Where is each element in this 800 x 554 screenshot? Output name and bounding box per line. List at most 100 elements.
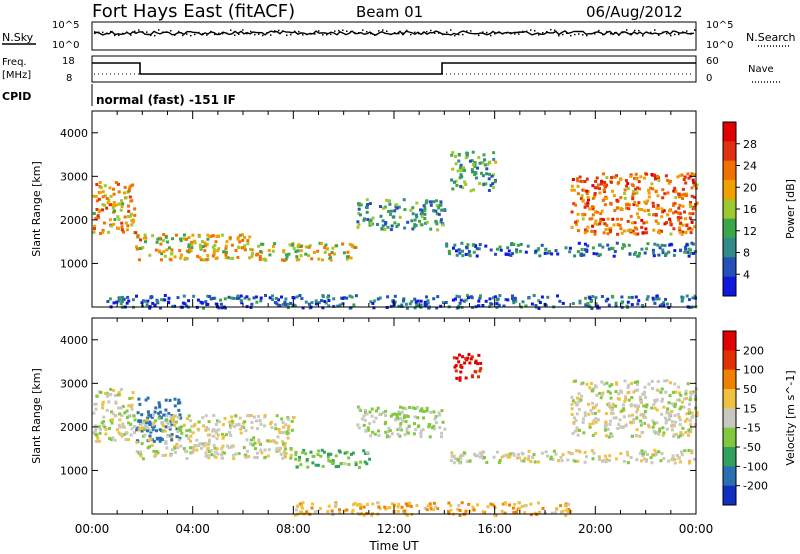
freq-unit: [MHz]: [2, 70, 31, 81]
colorbar-segment: [723, 160, 736, 181]
x-tick-label: 08:00: [276, 522, 311, 536]
colorbar-segment: [723, 466, 736, 487]
y-tick-label: 2000: [60, 421, 88, 434]
y-tick-label: 4000: [60, 334, 88, 347]
y-tick-label: 3000: [60, 377, 88, 390]
colorbar-segment: [723, 427, 736, 448]
colorbar-segment: [723, 276, 736, 297]
colorbar-tick-label: 50: [743, 383, 757, 396]
power-panel-frame: [91, 110, 697, 308]
freq-trace: [92, 62, 696, 75]
noise-tick-left-top: 10^5: [52, 20, 79, 31]
x-tick-label: 16:00: [477, 522, 512, 536]
nave-tick-top: 60: [706, 56, 719, 67]
x-tick-label: 04:00: [175, 522, 210, 536]
noise-tick-left-bottom: 10^0: [52, 40, 79, 51]
colorbar-tick-label: 8: [743, 247, 750, 260]
colorbar-segment: [723, 369, 736, 390]
power-echo-region: [106, 293, 698, 310]
y-tick-label: 3000: [60, 170, 88, 183]
velocity-echo-region: [92, 387, 137, 443]
y-tick-label: 4000: [60, 127, 88, 140]
colorbar-tick-label: 200: [743, 344, 764, 357]
power-data-cells: [92, 150, 699, 310]
noise-trace: [93, 29, 696, 37]
noise-tick-right-bottom: 10^0: [706, 40, 733, 51]
power-colorbar: 28 24 20 16 12 8 4 Power [dB]: [722, 121, 797, 297]
power-echo-region: [92, 181, 138, 235]
colorbar-segment: [723, 141, 736, 162]
colorbar-segment: [723, 485, 736, 506]
colorbar-tick-label: 4: [743, 268, 750, 281]
nsky-label: N.Sky: [2, 31, 34, 44]
beam-label: Beam 01: [356, 3, 423, 21]
power-echo-region: [570, 172, 699, 236]
colorbar-segment: [723, 218, 736, 239]
freq-tick-bottom: 8: [66, 73, 72, 84]
power-echo-region: [356, 198, 447, 232]
noise-tick-right-top: 10^5: [706, 20, 733, 31]
power-echo-region: [450, 150, 498, 193]
velocity-panel-frame: [91, 317, 697, 515]
colorbar-segment: [723, 180, 736, 200]
colorbar-tick-label: -50: [743, 441, 761, 454]
colorbar-tick-label: 16: [743, 203, 757, 216]
colorbar-segment: [723, 199, 736, 220]
y-tick-label: 1000: [60, 464, 88, 477]
colorbar-tick-label: 100: [743, 364, 764, 377]
freq-label: Freq.: [2, 57, 27, 68]
colorbar-segment: [723, 238, 736, 258]
x-tick-label: 00:00: [679, 522, 714, 536]
colorbar-tick-label: -200: [743, 480, 768, 493]
colorbar-segment: [723, 350, 736, 371]
x-tick-label: 20:00: [578, 522, 613, 536]
colorbar-tick-label: 24: [743, 160, 757, 173]
velocity-colorbar-label: Velocity [m s^-1]: [784, 370, 797, 465]
velocity-colorbar: 200 100 50 15 -15 -50 -100 -200 Velocity [m s^-1…: [722, 330, 797, 506]
velocity-panel: 1000 2000 3000 4000 Slant Range [km] 00:00 04:…: [30, 317, 797, 553]
power-echo-region: [256, 241, 358, 262]
velocity-echo-region: [294, 448, 372, 469]
colorbar-segment: [723, 331, 736, 351]
colorbar-frame: [722, 330, 737, 506]
cpid-text: normal (fast) -151 IF: [96, 93, 236, 107]
nave-label: Nave: [748, 64, 774, 75]
velocity-echo-region: [293, 501, 573, 517]
y-tick-label: 2000: [60, 214, 88, 227]
colorbar-segment: [723, 408, 736, 429]
colorbar-tick-label: -15: [743, 422, 761, 435]
power-y-axis-label: Slant Range [km]: [30, 161, 43, 257]
colorbar-tick-label: 20: [743, 181, 757, 194]
x-tick-label: 00:00: [75, 522, 110, 536]
date-label: 06/Aug/2012: [586, 3, 683, 21]
power-echo-region: [135, 233, 259, 262]
power-panel: 1000 2000 3000 4000 Slant Range [km] 28 24 20 16…: [30, 110, 797, 310]
velocity-echo-region: [570, 379, 699, 439]
freq-strip-frame: [91, 55, 697, 83]
station-title: Fort Hays East (fitACF): [92, 1, 295, 22]
x-axis-label: Time UT: [368, 539, 419, 553]
colorbar-segment: [723, 389, 736, 409]
velocity-echo-region: [452, 353, 483, 382]
power-echo-region: [445, 241, 697, 258]
velocity-echo-region: [356, 405, 447, 439]
x-tick-label: 12:00: [377, 522, 412, 536]
nsearch-label: N.Search: [746, 31, 796, 44]
colorbar-tick-label: 12: [743, 225, 757, 238]
freq-tick-top: 18: [62, 56, 75, 67]
velocity-echo-region: [135, 414, 296, 461]
noise-strip-frame: [91, 21, 697, 51]
colorbar-tick-label: 15: [743, 402, 757, 415]
colorbar-tick-label: -100: [743, 460, 768, 473]
cpid-label: CPID: [2, 90, 31, 103]
nave-tick-bottom: 0: [706, 73, 712, 84]
velocity-echo-region: [449, 448, 697, 465]
velocity-y-axis-label: Slant Range [km]: [30, 368, 43, 464]
colorbar-tick-label: 28: [743, 138, 757, 151]
power-colorbar-label: Power [dB]: [784, 179, 797, 239]
y-tick-label: 1000: [60, 257, 88, 270]
colorbar-segment: [723, 257, 736, 278]
velocity-data-cells: [92, 353, 699, 517]
colorbar-segment: [723, 122, 736, 142]
